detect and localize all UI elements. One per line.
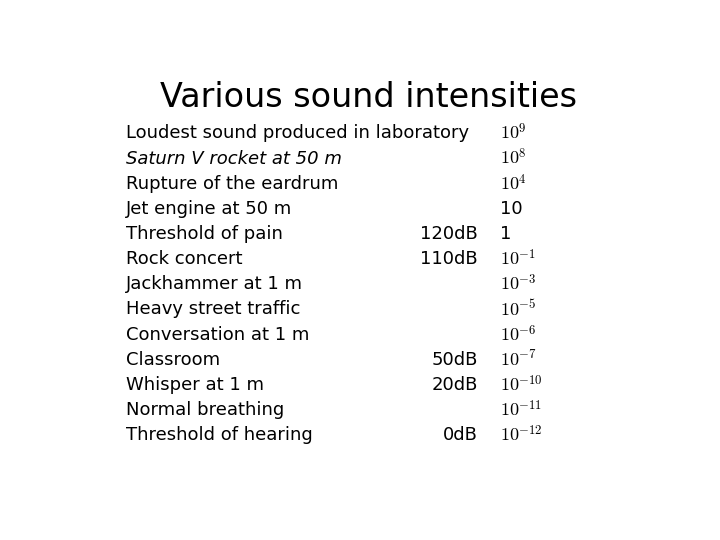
Text: Normal breathing: Normal breathing [126,401,284,419]
Text: 50dB: 50dB [431,351,478,369]
Text: 10: 10 [500,200,523,218]
Text: 1: 1 [500,225,511,243]
Text: Various sound intensities: Various sound intensities [161,82,577,114]
Text: $10^{-7}$: $10^{-7}$ [500,350,537,370]
Text: Rupture of the eardrum: Rupture of the eardrum [126,175,338,193]
Text: 110dB: 110dB [420,250,478,268]
Text: Jackhammer at 1 m: Jackhammer at 1 m [126,275,303,293]
Text: Conversation at 1 m: Conversation at 1 m [126,326,310,343]
Text: $10^{-11}$: $10^{-11}$ [500,400,542,420]
Text: Heavy street traffic: Heavy street traffic [126,300,301,319]
Text: Threshold of pain: Threshold of pain [126,225,283,243]
Text: $10^{-10}$: $10^{-10}$ [500,375,543,395]
Text: Threshold of hearing: Threshold of hearing [126,426,313,444]
Text: Classroom: Classroom [126,351,220,369]
Text: Loudest sound produced in laboratory: Loudest sound produced in laboratory [126,124,469,143]
Text: $10^{4}$: $10^{4}$ [500,173,527,194]
Text: Rock concert: Rock concert [126,250,243,268]
Text: $10^{-1}$: $10^{-1}$ [500,249,536,269]
Text: 20dB: 20dB [431,376,478,394]
Text: $10^{-12}$: $10^{-12}$ [500,425,543,446]
Text: Jet engine at 50 m: Jet engine at 50 m [126,200,292,218]
Text: $10^{9}$: $10^{9}$ [500,123,527,144]
Text: $10^{-6}$: $10^{-6}$ [500,325,536,345]
Text: Saturn V rocket at 50 m: Saturn V rocket at 50 m [126,150,342,167]
Text: 0dB: 0dB [443,426,478,444]
Text: $10^{8}$: $10^{8}$ [500,148,527,169]
Text: 120dB: 120dB [420,225,478,243]
Text: $10^{-3}$: $10^{-3}$ [500,274,536,295]
Text: $10^{-5}$: $10^{-5}$ [500,299,536,320]
Text: Whisper at 1 m: Whisper at 1 m [126,376,264,394]
